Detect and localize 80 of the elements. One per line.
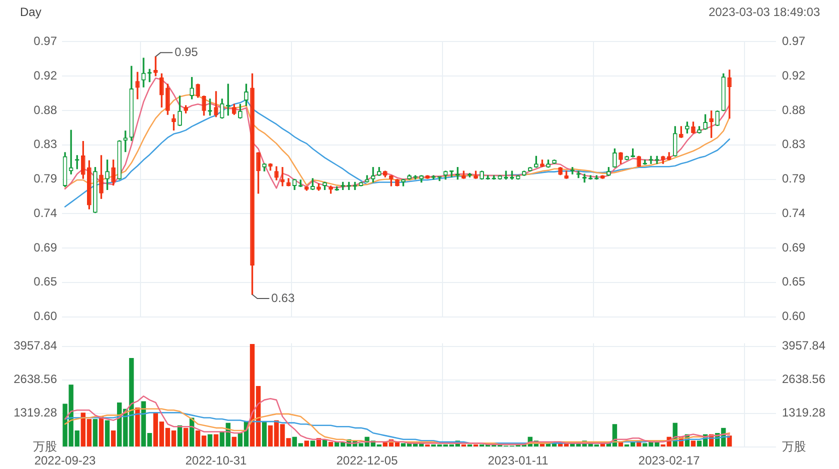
y2-tick-label: 0.65 xyxy=(782,274,806,289)
bar xyxy=(104,420,110,446)
candlestick xyxy=(310,178,315,190)
candlestick xyxy=(328,186,333,194)
y-tick-label: 0.65 xyxy=(34,274,58,289)
candlestick xyxy=(624,156,629,160)
candlestick xyxy=(552,160,556,164)
candlestick xyxy=(504,170,508,180)
bar xyxy=(208,434,212,446)
bar xyxy=(232,436,237,446)
candlestick xyxy=(244,84,248,106)
bar xyxy=(135,408,140,446)
y2-tick-label: 0.97 xyxy=(782,34,806,48)
candlestick xyxy=(99,155,104,199)
y-tick-label: 0.60 xyxy=(34,309,58,324)
y2-tick-label: 万股 xyxy=(782,439,806,454)
y-tick-label: 1319.28 xyxy=(14,406,58,420)
chart-title: Day xyxy=(20,5,42,19)
bar xyxy=(214,434,218,446)
text: 2023-03-03 18:49:03 xyxy=(708,5,820,19)
candlestick xyxy=(510,170,514,180)
annotation: 0.63 xyxy=(271,290,295,305)
candlestick xyxy=(540,160,544,167)
y-tick-label: 0.97 xyxy=(34,34,58,48)
candlestick xyxy=(582,174,587,183)
bar xyxy=(304,440,309,446)
y-tick-label: 0.79 xyxy=(34,172,58,186)
x-tick-label: 2022-10-31 xyxy=(185,454,248,468)
bar xyxy=(690,440,696,446)
x-tick-label: 2022-09-23 xyxy=(34,454,96,468)
candlestick xyxy=(618,152,623,164)
candlestick xyxy=(238,104,242,119)
bar xyxy=(110,430,116,446)
y2-tick-label: 0.60 xyxy=(782,309,806,324)
y2-tick-label: 2638.56 xyxy=(782,372,826,386)
candlestick xyxy=(685,122,690,134)
x-tick-label: 2023-02-17 xyxy=(638,454,700,468)
y2-tick-label: 0.92 xyxy=(782,68,806,82)
y2-tick-label: 3957.84 xyxy=(782,338,826,353)
candlestick xyxy=(462,170,466,179)
y2-tick-label: 0.79 xyxy=(782,172,806,186)
y-tick-label: 0.74 xyxy=(34,206,58,220)
candlestick xyxy=(87,160,92,210)
x-tick-label: 2022-12-05 xyxy=(336,454,398,468)
candlestick xyxy=(172,114,176,131)
annotation: 0.95 xyxy=(174,44,198,59)
candlestick xyxy=(166,84,170,115)
y2-tick-label: 0.74 xyxy=(782,206,806,220)
candlestick xyxy=(546,160,550,168)
y-tick-label: 0.92 xyxy=(34,68,58,82)
candlestick xyxy=(178,96,182,126)
bar xyxy=(310,440,316,446)
candlestick xyxy=(697,126,702,134)
candlestick xyxy=(322,182,327,190)
y-tick-label: 2638.56 xyxy=(14,372,58,386)
y-tick-label: 0.69 xyxy=(34,240,58,254)
candlestick xyxy=(534,156,538,168)
y2-tick-label: 0.88 xyxy=(782,102,806,117)
bar xyxy=(727,436,732,446)
bar xyxy=(328,442,334,446)
y-tick-label: 0.83 xyxy=(34,137,58,152)
candlestick xyxy=(93,167,98,214)
x-tick-label: 2023-01-11 xyxy=(488,454,549,468)
y2-tick-label: 1319.28 xyxy=(782,406,826,420)
y-tick-label: 3957.84 xyxy=(14,338,58,353)
y2-tick-label: 0.69 xyxy=(782,240,806,254)
candlestick xyxy=(389,175,394,186)
y2-tick-label: 0.83 xyxy=(782,137,806,152)
bar xyxy=(183,428,188,446)
bar xyxy=(262,422,267,446)
candlestick xyxy=(612,148,617,168)
candlestick xyxy=(474,170,478,179)
candlestick xyxy=(135,72,140,100)
y-tick-label: 0.88 xyxy=(34,102,58,117)
y-tick-label: 万股 xyxy=(33,439,57,454)
candlestick xyxy=(691,122,696,134)
candlestick xyxy=(105,160,110,190)
bar xyxy=(92,419,98,446)
candlestick xyxy=(250,73,254,295)
candlestick xyxy=(316,183,321,191)
